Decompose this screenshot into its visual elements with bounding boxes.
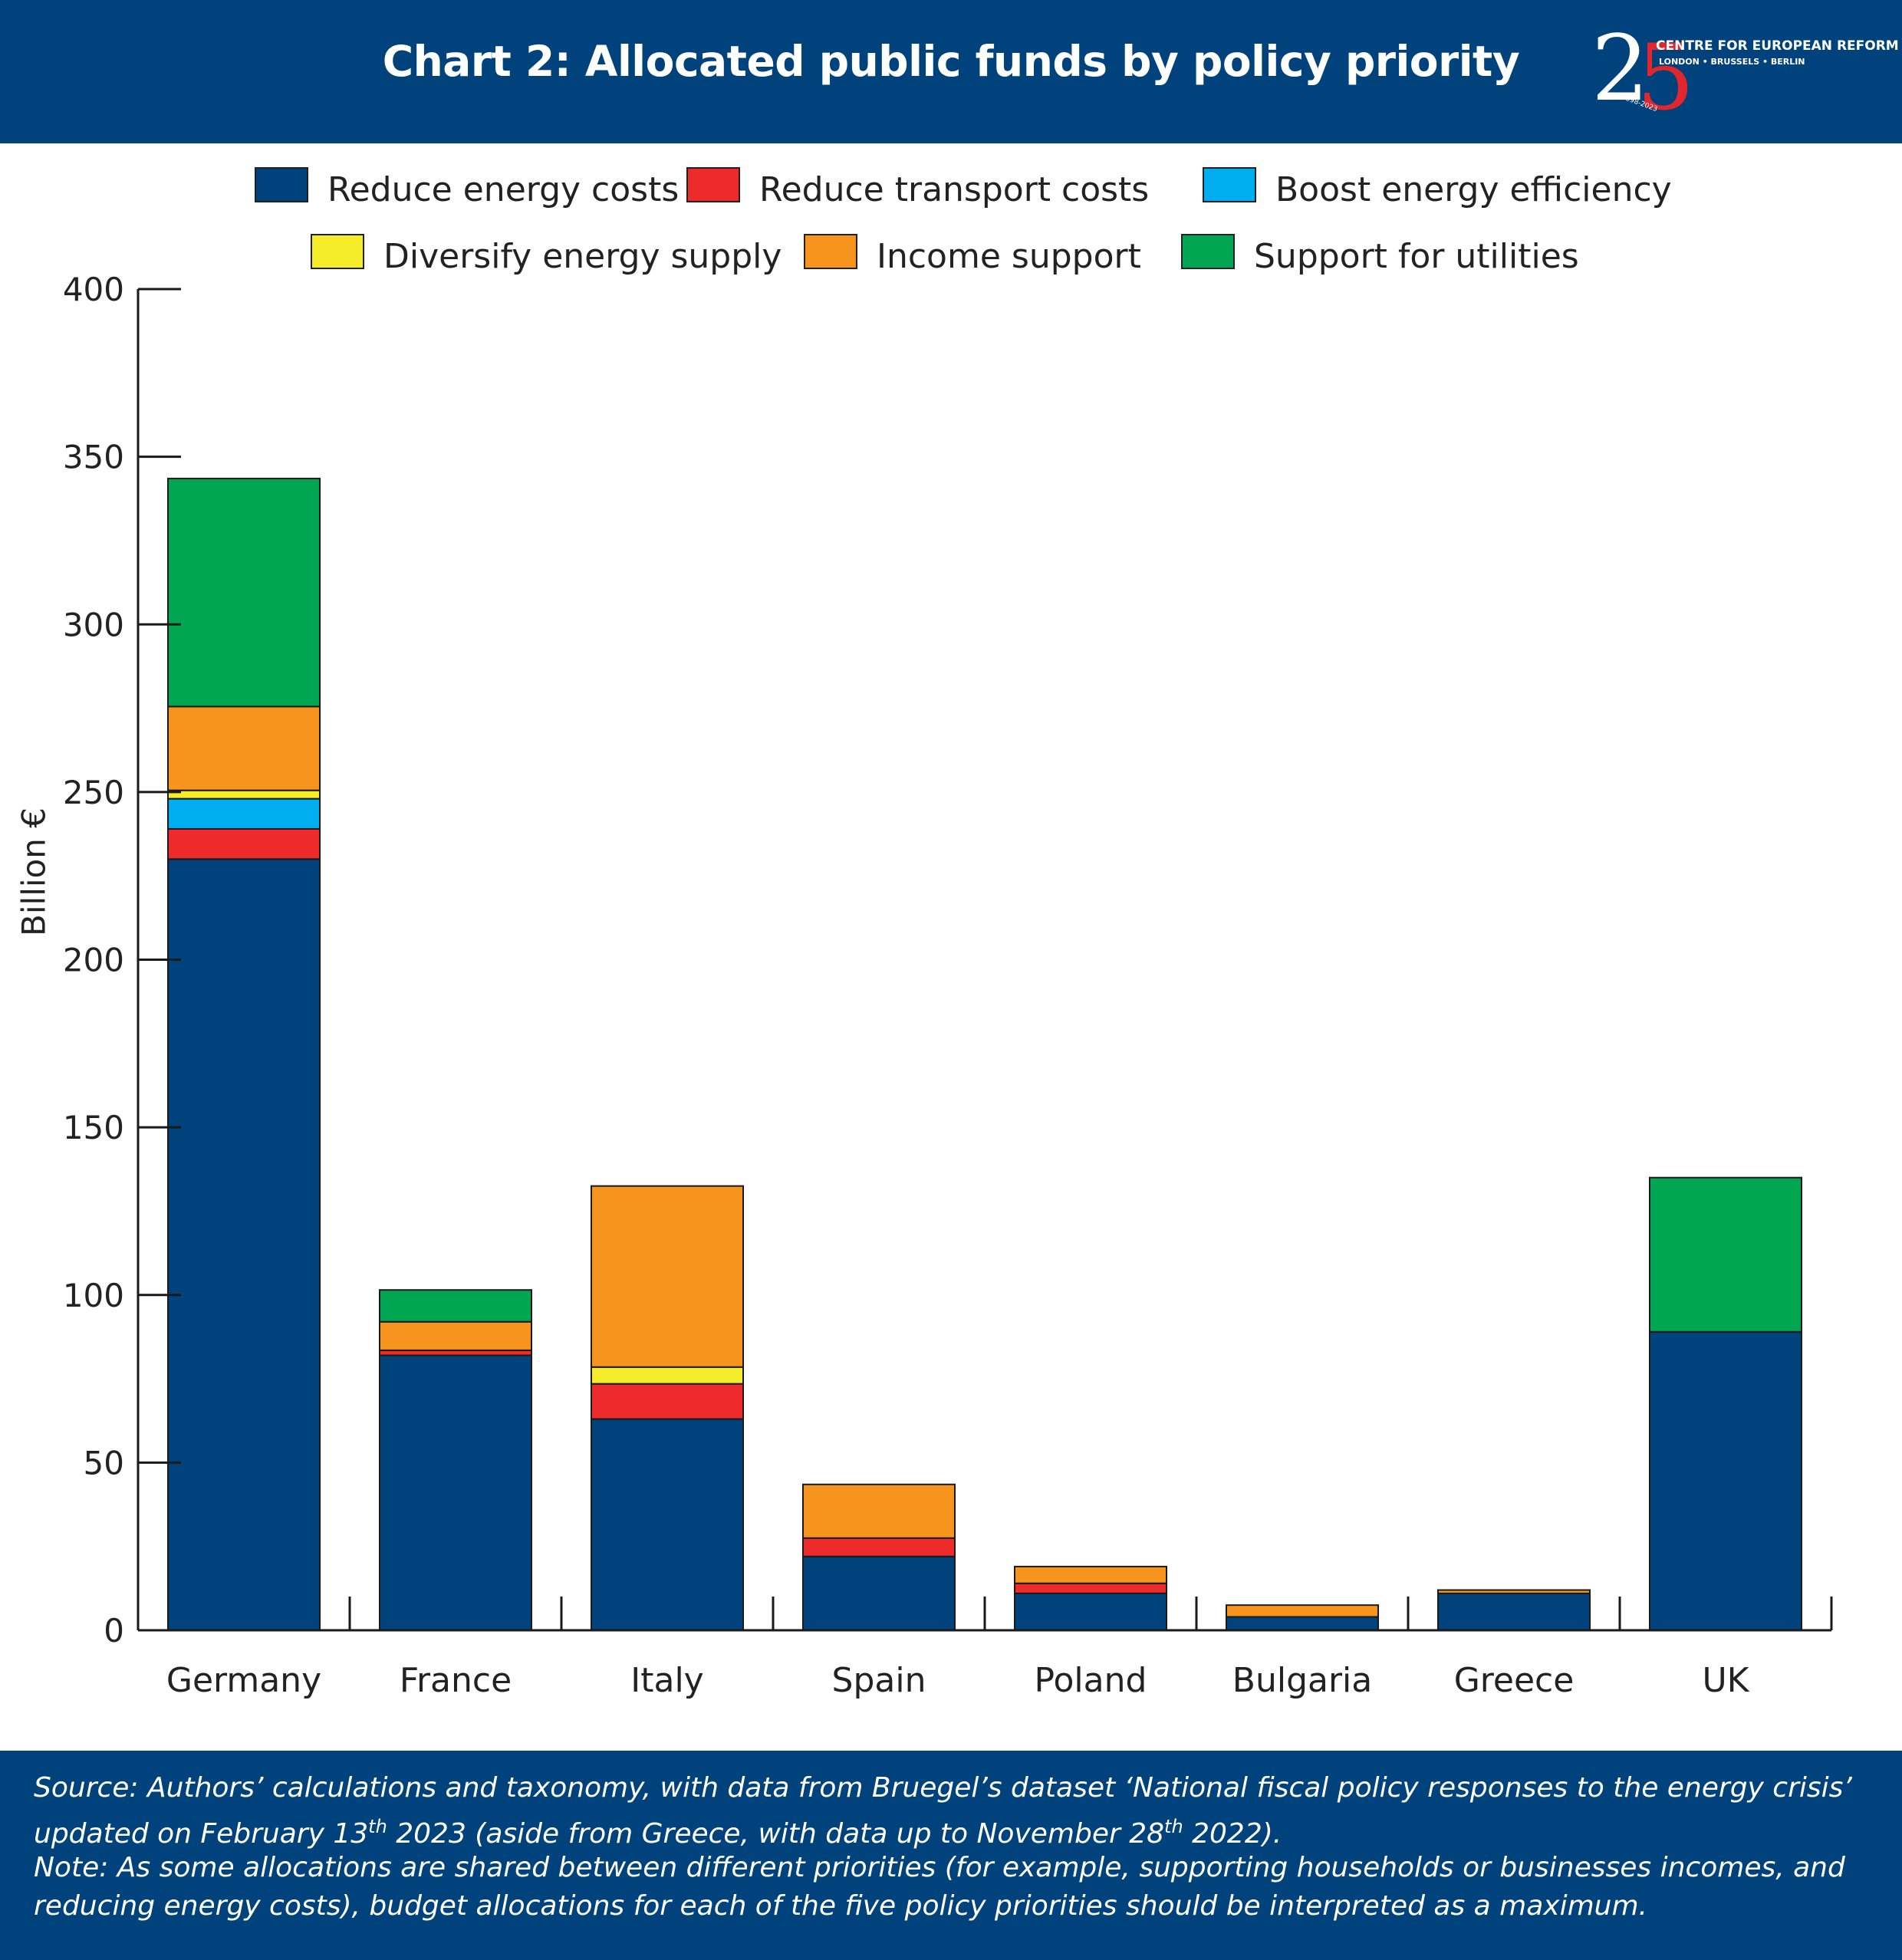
y-tick-label: 150 [63,1109,124,1146]
logo-cities: LONDON • BRUSSELS • BERLIN [1659,57,1805,67]
x-tick-label: Greece [1454,1661,1575,1700]
bar-segment-greece-reduce-energy-costs [1437,1592,1591,1632]
bar-segment-poland-income-support [1014,1565,1167,1584]
bar-segment-spain-reduce-energy-costs [802,1555,956,1632]
legend-label: Diversify energy supply [383,237,782,276]
y-tick-label: 0 [104,1612,124,1649]
y-tick-label: 300 [63,606,124,643]
bar-segment-germany-income-support [167,705,321,791]
bar-segment-spain-income-support [802,1483,956,1539]
x-tick-label: France [400,1661,512,1700]
bar-segment-germany-reduce-transport-costs [167,827,321,860]
y-tick-label: 100 [63,1277,124,1314]
bar-segment-poland-reduce-energy-costs [1014,1592,1167,1632]
logo-org-name: CENTRE FOR EUROPEAN REFORM [1656,38,1899,54]
legend-swatch [686,167,740,202]
x-tick-label: Germany [166,1661,321,1700]
bar-segment-italy-diversify-energy-supply [591,1366,744,1385]
x-tick-label: UK [1702,1661,1749,1700]
y-tick-label: 50 [84,1444,124,1482]
x-tick-label: Poland [1035,1661,1147,1700]
legend-label: Reduce transport costs [759,170,1150,209]
cer-logo: 25 CENTRE FOR EUROPEAN REFORM LONDON • B… [1591,23,1899,129]
legend-label: Income support [877,237,1141,276]
legend-label: Boost energy efficiency [1275,170,1672,209]
legend-swatch [1203,167,1256,202]
bar-segment-italy-reduce-transport-costs [591,1383,744,1420]
x-tick-label: Italy [630,1661,703,1700]
bar-segment-bulgaria-income-support [1226,1604,1379,1618]
bar-segment-germany-support-for-utilities [167,478,321,708]
y-tick-label: 400 [63,271,124,308]
legend-swatch [1181,234,1235,269]
bar-segment-italy-income-support [591,1185,744,1368]
stacked-bar-chart: Germany France Italy Spain Poland Bulgaria Gre… [63,271,1833,1700]
legend-label: Support for utilities [1254,237,1579,276]
header-banner: Chart 2: Allocated public funds by polic… [0,0,1902,143]
bar-segment-france-support-for-utilities [379,1289,532,1323]
bar-segment-poland-reduce-transport-costs [1014,1582,1167,1594]
bar-segment-france-reduce-energy-costs [379,1354,532,1631]
logo-25-mark: 25 [1591,15,1695,130]
y-tick-label: 200 [63,942,124,979]
bar-segment-bulgaria-reduce-energy-costs [1226,1616,1379,1632]
legend-swatch [804,234,857,269]
bar-segment-germany-diversify-energy-supply [167,789,321,800]
legend-swatch [255,167,308,202]
chart-title: Chart 2: Allocated public funds by polic… [382,37,1520,86]
bar-segment-spain-reduce-transport-costs [802,1537,956,1557]
legend-label: Reduce energy costs [327,170,680,209]
bar-segment-uk-reduce-energy-costs [1649,1330,1802,1632]
methodology-note: Note: As some allocations are shared bet… [34,1852,1845,1922]
source-note: Source: Authors’ calculations and taxono… [34,1772,1852,1850]
bar-segment-italy-reduce-energy-costs [591,1418,744,1631]
bar-segment-uk-support-for-utilities [1649,1176,1802,1333]
bar-segment-france-income-support [379,1320,532,1351]
legend-swatch [311,234,364,269]
y-tick-label: 250 [63,774,124,811]
bar-segment-greece-income-support [1437,1589,1591,1594]
footer-banner: Source: Authors’ calculations and taxono… [0,1751,1902,1960]
bar-segment-germany-reduce-energy-costs [167,858,321,1631]
y-tick-label: 350 [63,439,124,476]
x-tick-label: Spain [832,1661,926,1700]
x-tick-label: Bulgaria [1232,1661,1372,1700]
bar-segment-germany-boost-energy-efficiency [167,797,321,830]
